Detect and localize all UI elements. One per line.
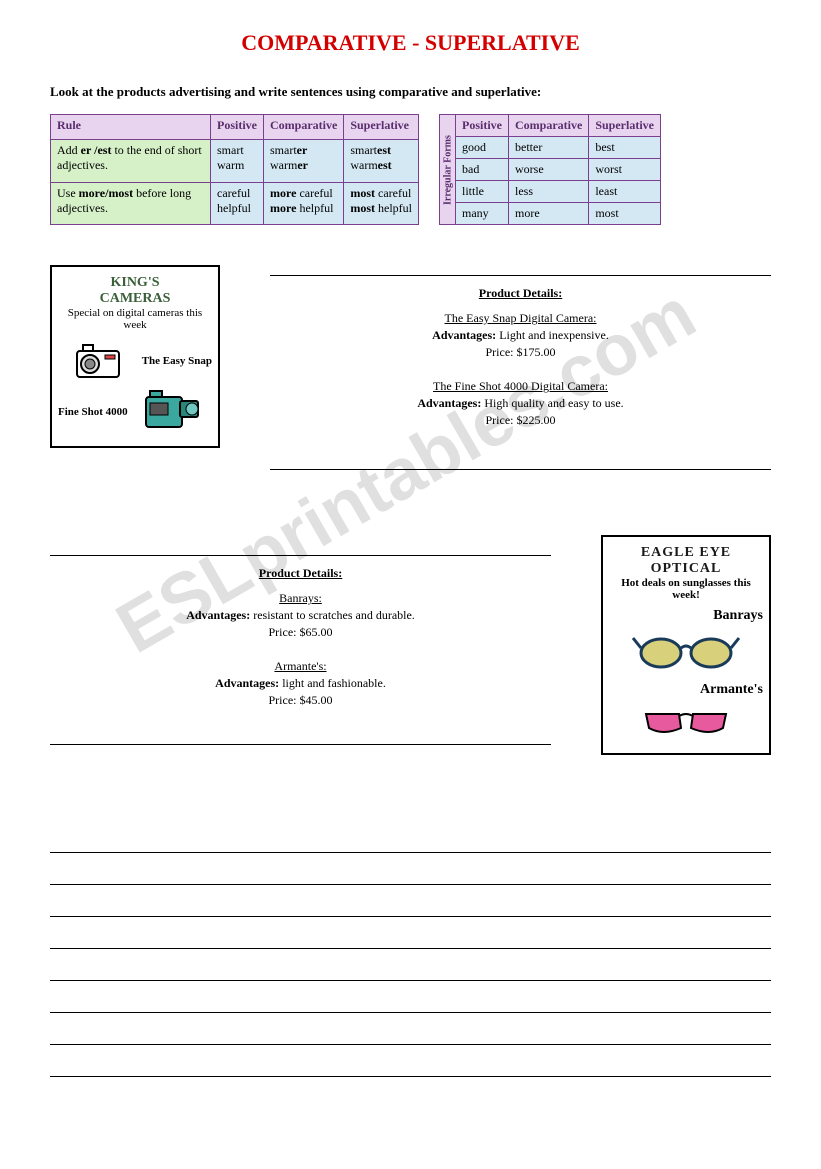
comp-cell: smarter warmer (264, 140, 344, 182)
writing-line (50, 921, 771, 949)
sunglasses-icon (641, 702, 731, 737)
irr-cell: bad (456, 159, 509, 181)
irr-cell: good (456, 137, 509, 159)
price-text: Price: $225.00 (286, 413, 755, 428)
instructions-text: Look at the products advertising and wri… (50, 84, 771, 100)
price-text: Price: $175.00 (286, 345, 755, 360)
rules-header-rule: Rule (51, 115, 211, 140)
irr-cell: many (456, 203, 509, 225)
irr-cell: most (589, 203, 661, 225)
ad-title: EAGLE EYE OPTICAL (609, 545, 763, 577)
product-label: Armante's (700, 682, 763, 697)
irr-cell: more (509, 203, 589, 225)
irr-cell: better (509, 137, 589, 159)
rules-header-pos: Positive (211, 115, 264, 140)
writing-line (50, 825, 771, 853)
camera-icon (142, 389, 202, 434)
writing-lines (50, 825, 771, 1077)
irr-cell: less (509, 181, 589, 203)
price-text: Price: $65.00 (66, 625, 535, 640)
sup-cell: smartest warmest (344, 140, 419, 182)
product-name: The Easy Snap Digital Camera: (445, 311, 597, 325)
writing-line (50, 1017, 771, 1045)
price-text: Price: $45.00 (66, 693, 535, 708)
ad-title: CAMERAS (58, 291, 212, 307)
rule-cell: Use more/most before long adjectives. (51, 182, 211, 224)
sunglasses-section: EAGLE EYE OPTICAL Hot deals on sunglasse… (50, 535, 771, 795)
sunglasses-ad: EAGLE EYE OPTICAL Hot deals on sunglasse… (601, 535, 771, 755)
irr-header-pos: Positive (456, 115, 509, 137)
rules-header-sup: Superlative (344, 115, 419, 140)
writing-line (50, 889, 771, 917)
details-title: Product Details: (286, 286, 755, 301)
sunglasses-details: Product Details: Banrays: Advantages: re… (50, 555, 551, 745)
comp-cell: more careful more helpful (264, 182, 344, 224)
rule-cell: Add er /est to the end of short adjectiv… (51, 140, 211, 182)
cameras-details: Product Details: The Easy Snap Digital C… (270, 275, 771, 470)
irr-header-comp: Comparative (509, 115, 589, 137)
cameras-ad: KING'S CAMERAS Special on digital camera… (50, 265, 220, 448)
camera-icon (73, 341, 123, 381)
product-label: Banrays (713, 608, 763, 623)
ad-title: KING'S (58, 275, 212, 291)
irr-cell: little (456, 181, 509, 203)
rules-table: Rule Positive Comparative Superlative Ad… (50, 114, 419, 225)
irr-cell: best (589, 137, 661, 159)
product-name: Banrays: (279, 591, 322, 605)
sup-cell: most careful most helpful (344, 182, 419, 224)
irr-cell: worst (589, 159, 661, 181)
writing-line (50, 953, 771, 981)
pos-cell: smartwarm (211, 140, 264, 182)
page-title: COMPARATIVE - SUPERLATIVE (50, 30, 771, 56)
product-name: The Fine Shot 4000 Digital Camera: (433, 379, 608, 393)
irregular-side-header: Irregular Forms (440, 115, 456, 225)
product-name: Armante's: (274, 659, 326, 673)
writing-line (50, 1049, 771, 1077)
ad-subtitle: Hot deals on sunglasses this week! (609, 577, 763, 601)
writing-line (50, 857, 771, 885)
writing-line (50, 985, 771, 1013)
sunglasses-icon (631, 628, 741, 673)
irr-header-sup: Superlative (589, 115, 661, 137)
tables-row: Rule Positive Comparative Superlative Ad… (50, 114, 771, 225)
details-title: Product Details: (66, 566, 535, 581)
irr-cell: least (589, 181, 661, 203)
ad-subtitle: Special on digital cameras this week (58, 307, 212, 331)
pos-cell: carefulhelpful (211, 182, 264, 224)
irregular-table: Irregular Forms Positive Comparative Sup… (439, 114, 661, 225)
cameras-section: KING'S CAMERAS Special on digital camera… (50, 265, 771, 525)
irr-cell: worse (509, 159, 589, 181)
product-label: The Easy Snap (142, 355, 212, 367)
rules-header-comp: Comparative (264, 115, 344, 140)
product-label: Fine Shot 4000 (58, 406, 128, 418)
